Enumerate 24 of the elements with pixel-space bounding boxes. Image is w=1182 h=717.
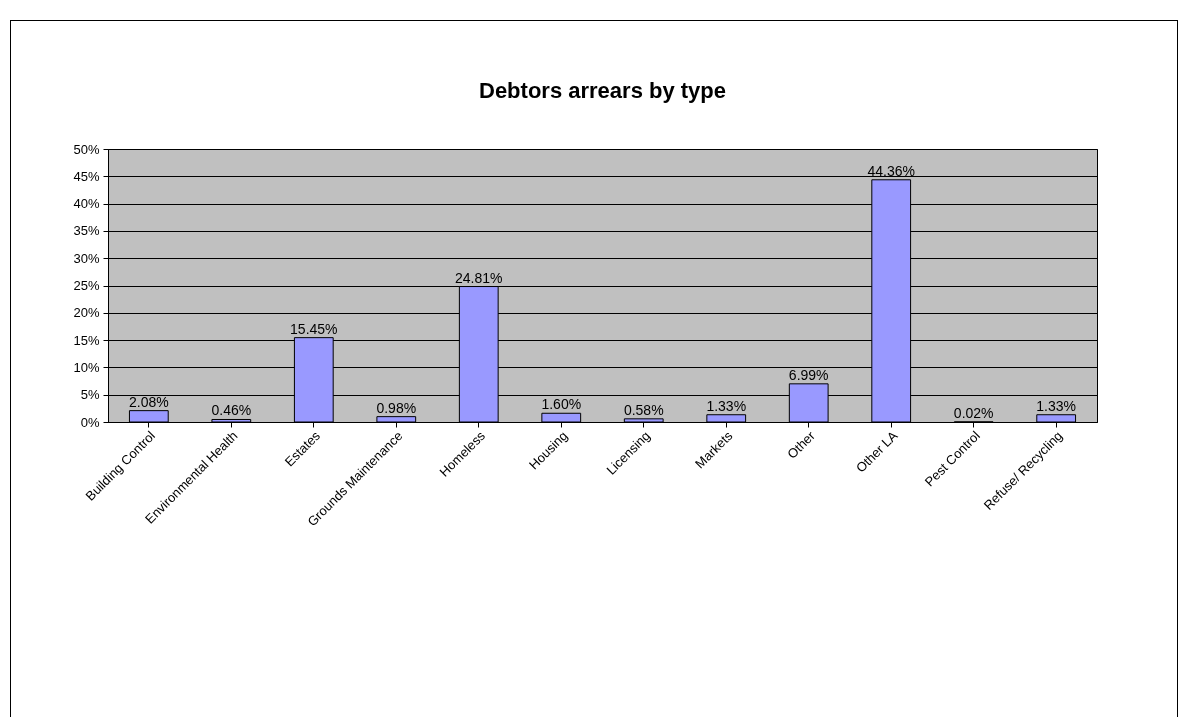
- data-label: 0.02%: [953, 404, 994, 421]
- y-tick-label: 0%: [80, 414, 100, 430]
- data-label: 1.33%: [1036, 397, 1077, 414]
- data-label: 6.99%: [788, 366, 829, 383]
- y-tick-label: 40%: [73, 196, 100, 212]
- data-label: 0.46%: [211, 402, 252, 419]
- data-label: 24.81%: [455, 269, 503, 286]
- y-tick-label: 20%: [73, 305, 100, 321]
- y-tick-label: 10%: [73, 359, 100, 375]
- data-label: 0.58%: [623, 401, 664, 418]
- data-label: 1.33%: [706, 397, 747, 414]
- data-label: 2.08%: [128, 393, 169, 410]
- data-label: 0.98%: [376, 399, 417, 416]
- y-tick-label: 50%: [73, 141, 100, 157]
- data-label: 1.60%: [541, 396, 582, 413]
- data-label: 44.36%: [867, 162, 915, 179]
- data-label: 15.45%: [290, 320, 338, 337]
- y-tick-label: 35%: [73, 223, 100, 239]
- chart-title: Debtors arrears by type: [479, 78, 726, 103]
- y-tick-label: 15%: [73, 332, 100, 348]
- y-tick-label: 25%: [73, 278, 100, 293]
- y-tick-label: 45%: [73, 168, 100, 184]
- y-tick-label: 30%: [73, 250, 100, 266]
- y-tick-label: 5%: [80, 387, 100, 403]
